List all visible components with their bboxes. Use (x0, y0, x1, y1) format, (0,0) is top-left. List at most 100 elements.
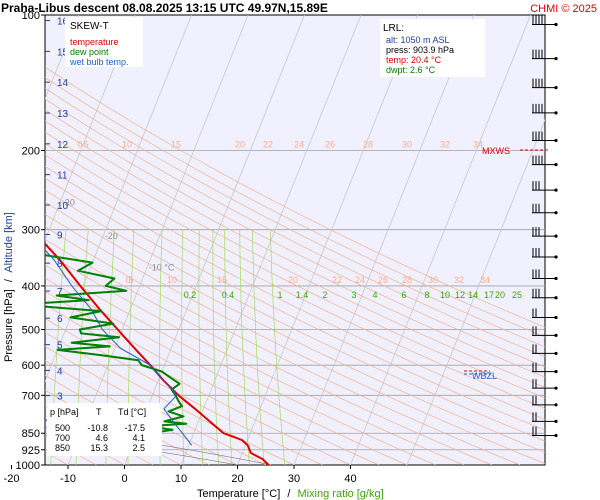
mixing-ratio-line (181, 229, 185, 465)
mixing-ratio-label: 25 (512, 290, 522, 300)
summary-header-t: T (96, 407, 102, 417)
dry-adiabat-label-200: 32 (440, 139, 450, 149)
wind-barb (532, 203, 558, 215)
mixing-ratio-label: 8 (424, 290, 429, 300)
isotherm-line (124, 15, 305, 465)
wind-barb (532, 131, 558, 143)
y-title-altitude: Altitude [km] (3, 212, 15, 273)
dry-adiabat-label-200: 20 (235, 139, 245, 149)
wind-barb (532, 181, 558, 192)
lrl-dwpt: dwpt: 2.6 °C (386, 65, 436, 75)
dry-adiabat-line (45, 290, 379, 465)
lrl-press: press: 903.9 hPa (386, 45, 454, 55)
x-tick-label: 30 (288, 473, 300, 485)
dry-adiabat-label-400: 5 (128, 275, 133, 285)
y-tick-label: 925 (22, 445, 40, 457)
dry-adiabat-label-400: 32 (454, 275, 464, 285)
dry-adiabat-label-400: 22 (332, 275, 342, 285)
wind-barb (532, 326, 558, 337)
wind-barbs (532, 15, 558, 438)
y-tick-label: 600 (22, 360, 40, 372)
summary-row-3-t: 15.3 (90, 443, 108, 453)
wbzl-marker: WBZL (464, 370, 497, 381)
summary-row-3-td: 2.5 (132, 443, 145, 453)
x-axis-title: Temperature [°C] / Mixing ratio [g/kg] (197, 488, 384, 500)
credit-label: CHMI © 2025 (530, 3, 597, 15)
y-tick-label: 100 (22, 10, 40, 22)
dry-adiabat-label-200: 28 (363, 139, 373, 149)
isotherm-line (237, 15, 418, 465)
dry-adiabat-line (45, 131, 545, 388)
altitude-tick-label: 12 (57, 140, 69, 151)
y-title-separator: / (3, 278, 15, 282)
mixing-ratio-label: 1.4 (296, 290, 309, 300)
wind-barb (532, 269, 558, 281)
dry-adiabat-label-400: 0 (125, 275, 130, 285)
dry-adiabat-label-200: 5 (83, 139, 88, 149)
mixing-ratio-label: 20 (495, 290, 505, 300)
wind-barb (532, 308, 558, 320)
background-line-labels: -80 °C-70-60-50-40-30-20-10 °C0510152022… (62, 139, 522, 300)
dry-adiabat-label-200: 26 (325, 139, 335, 149)
altitude-tick-label: 3 (57, 392, 63, 403)
legend-dewpoint: dew point (70, 47, 109, 57)
dry-adiabat-line (45, 360, 238, 465)
mixing-ratio-label: 12 (455, 290, 465, 300)
summary-row-2-td: 4.1 (132, 433, 145, 443)
dry-adiabat-label-400: 15 (217, 275, 227, 285)
x-tick-label: 20 (231, 473, 243, 485)
y-axis: 100 200 300 400 500 600 700 850 925 1000 (16, 10, 45, 472)
altitude-tick-label: 14 (57, 78, 69, 89)
altitude-tick-label: 10 (57, 201, 69, 212)
summary-row-2-t: 4.6 (95, 433, 108, 443)
mxws-label: MXWS (482, 146, 510, 156)
altitude-tick-label: 5 (57, 341, 63, 352)
legend-wetbulb: wet bulb temp. (69, 57, 129, 67)
mixing-ratio-label: 10 (440, 290, 450, 300)
mxws-marker: MXWS (482, 146, 548, 156)
isotherm-line (67, 15, 249, 465)
x-tick-label: 0 (121, 473, 127, 485)
lrl-box (380, 19, 485, 77)
altitude-tick-label: 13 (57, 109, 69, 120)
altitude-axis: 2345678910111213141516 (45, 17, 69, 427)
background-lines (45, 15, 545, 465)
altitude-tick-label: 9 (57, 230, 63, 241)
dry-adiabat-label-400: 24 (355, 275, 365, 285)
altitude-tick-label: 7 (57, 287, 63, 298)
x-tick-label: -10 (60, 473, 76, 485)
x-title-mixing: Mixing ratio [g/kg] (297, 488, 383, 500)
mixing-ratio-label: 3 (351, 290, 356, 300)
wind-barb (532, 344, 558, 356)
dry-adiabat-line (45, 165, 545, 420)
y-tick-label: 200 (22, 145, 40, 157)
dry-adiabat-line (45, 154, 545, 409)
profiles (45, 241, 270, 465)
x-title-temperature: Temperature [°C] (197, 488, 280, 500)
dry-adiabat-line (45, 213, 545, 465)
dry-adiabat-line (45, 238, 492, 465)
mixing-ratio-label: 2 (322, 290, 327, 300)
mixing-ratio-line (252, 229, 265, 465)
wind-barb (532, 426, 558, 438)
x-tick-label: 40 (344, 473, 356, 485)
isotherm-line (45, 15, 192, 383)
dry-adiabat-line (45, 87, 545, 348)
wind-barb (532, 103, 558, 115)
summary-row-2-p: 700 (55, 433, 70, 443)
mixing-ratio-line (212, 229, 219, 465)
dry-adiabat-line (45, 277, 408, 465)
summary-header-p: p [hPa] (50, 407, 79, 417)
dry-adiabat-label-200: 0 (77, 139, 82, 149)
wet-bulb-temp--profile (45, 249, 193, 446)
plot-background (44, 14, 546, 466)
dry-adiabat-label-200: 34 (473, 139, 483, 149)
dry-adiabat-line (45, 142, 545, 399)
dry-adiabat-label-200: 15 (171, 139, 181, 149)
dry-adiabat-line (45, 177, 545, 431)
isotherm-line (406, 118, 545, 465)
mixing-ratio-line (269, 229, 286, 465)
dry-adiabat-line (45, 304, 351, 465)
mixing-ratio-label: 4 (372, 290, 377, 300)
